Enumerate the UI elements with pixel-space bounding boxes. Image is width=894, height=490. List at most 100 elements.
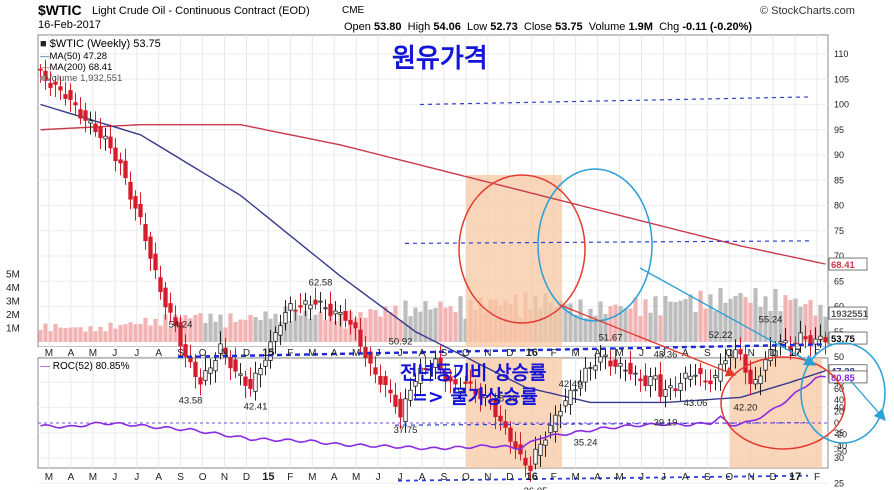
x-tick-label: M xyxy=(308,348,316,359)
candle-body xyxy=(98,126,103,138)
x-tick-label: J xyxy=(112,348,117,359)
candle-body xyxy=(573,389,578,392)
close-value: 53.75 xyxy=(555,21,583,33)
candle-body xyxy=(613,359,618,367)
volume-bar xyxy=(653,296,658,342)
candle-body xyxy=(823,336,828,343)
volume-bar xyxy=(663,295,668,342)
x-tick-label-bottom: F xyxy=(814,472,820,483)
price-callout: 54.24 xyxy=(169,320,193,331)
candle-body xyxy=(598,356,603,363)
volume-bar xyxy=(398,320,403,342)
chg-label: Chg xyxy=(659,21,680,33)
volume-bar xyxy=(333,321,338,342)
volume-bar xyxy=(158,325,163,342)
volume-bar xyxy=(73,327,78,342)
volume-bar xyxy=(58,327,63,342)
candle-body xyxy=(758,375,763,385)
x-tick-label: J xyxy=(376,348,381,359)
volume-axis-tick: 5M xyxy=(6,270,20,281)
price-callout: 51.67 xyxy=(599,333,623,344)
candle-body xyxy=(188,357,193,363)
volume-bar xyxy=(673,302,678,342)
candle-body xyxy=(58,86,63,91)
x-tick-label-bottom: S xyxy=(441,472,448,483)
volume-bar xyxy=(668,301,673,342)
x-tick-label-bottom: M xyxy=(352,472,360,483)
candle-body xyxy=(593,365,598,371)
candle-body xyxy=(463,381,468,384)
low-label: Low xyxy=(466,21,488,33)
roc-axis-tick: 0 xyxy=(834,418,839,428)
x-tick-label-bottom: D xyxy=(770,472,777,483)
candle-body xyxy=(158,277,163,292)
candle-body xyxy=(43,70,48,81)
price-axis-tick: 75 xyxy=(834,226,844,236)
candle-body xyxy=(583,367,588,383)
volume-bar xyxy=(168,326,173,342)
candle-body xyxy=(308,304,313,310)
candle-body xyxy=(378,375,383,385)
volume-bar xyxy=(148,325,153,342)
candle-body xyxy=(813,338,818,345)
candle-body xyxy=(273,332,278,342)
volume-bar xyxy=(188,318,193,342)
volume-bar xyxy=(128,322,133,342)
candle-body xyxy=(138,203,143,218)
roc-line xyxy=(40,375,826,451)
x-tick-label-bottom: J xyxy=(134,472,139,483)
candle-body xyxy=(53,81,58,85)
volume-bar xyxy=(153,319,158,342)
candle-body xyxy=(218,343,223,354)
candle-body xyxy=(418,367,423,384)
volume-bar xyxy=(403,300,408,342)
roc-axis-tick: 40 xyxy=(834,395,844,405)
volume-bar xyxy=(218,314,223,342)
price-axis-tick: 85 xyxy=(834,175,844,185)
x-tick-label-bottom: N xyxy=(748,472,755,483)
candle-body xyxy=(648,376,653,387)
candle-body xyxy=(398,398,403,418)
volume-bar xyxy=(428,309,433,342)
candle-body xyxy=(143,223,148,242)
price-callout: 38.39 xyxy=(494,394,518,405)
level-line-72 xyxy=(404,240,813,244)
price-panel xyxy=(37,34,829,348)
volume-bar xyxy=(563,304,568,342)
legend-ma200: —MA(200) 68.41 xyxy=(40,62,113,73)
x-tick-label-bottom: A xyxy=(419,472,426,483)
candle-body xyxy=(283,312,288,324)
candle-body xyxy=(818,335,823,340)
x-tick-label: 15 xyxy=(262,347,274,359)
candle-body xyxy=(733,349,738,359)
candle-body xyxy=(173,317,178,326)
instrument-name: Light Crude Oil - Continuous Contract (E… xyxy=(92,5,310,17)
candle-body xyxy=(478,388,483,400)
x-tick-label-bottom: A xyxy=(331,472,338,483)
ma200-value-tag: 68.41 xyxy=(831,260,855,271)
candle-body xyxy=(798,332,803,346)
volume-bar xyxy=(38,330,43,342)
candle-body xyxy=(508,427,513,442)
price-callout: 43.06 xyxy=(684,398,708,409)
volume-bar xyxy=(338,312,343,342)
x-tick-label-bottom: F xyxy=(287,472,293,483)
volume-bar xyxy=(233,321,238,342)
volume-bar xyxy=(718,287,723,342)
volume-bar xyxy=(433,307,438,342)
candle-body xyxy=(608,360,613,367)
candle-body xyxy=(773,350,778,357)
candle-body xyxy=(333,310,338,315)
candle-body xyxy=(358,329,363,347)
price-axis-tick: 100 xyxy=(834,100,849,110)
x-tick-label-bottom: J xyxy=(376,472,381,483)
x-tick-label: O xyxy=(725,348,733,359)
low-value: 52.73 xyxy=(490,21,518,33)
high-value: 54.06 xyxy=(433,21,461,33)
candle-body xyxy=(538,443,543,456)
candle-body xyxy=(558,410,563,417)
candle-body xyxy=(163,287,168,308)
candle-body xyxy=(563,400,568,407)
open-label: Open xyxy=(344,21,371,33)
candle-body xyxy=(443,372,448,382)
